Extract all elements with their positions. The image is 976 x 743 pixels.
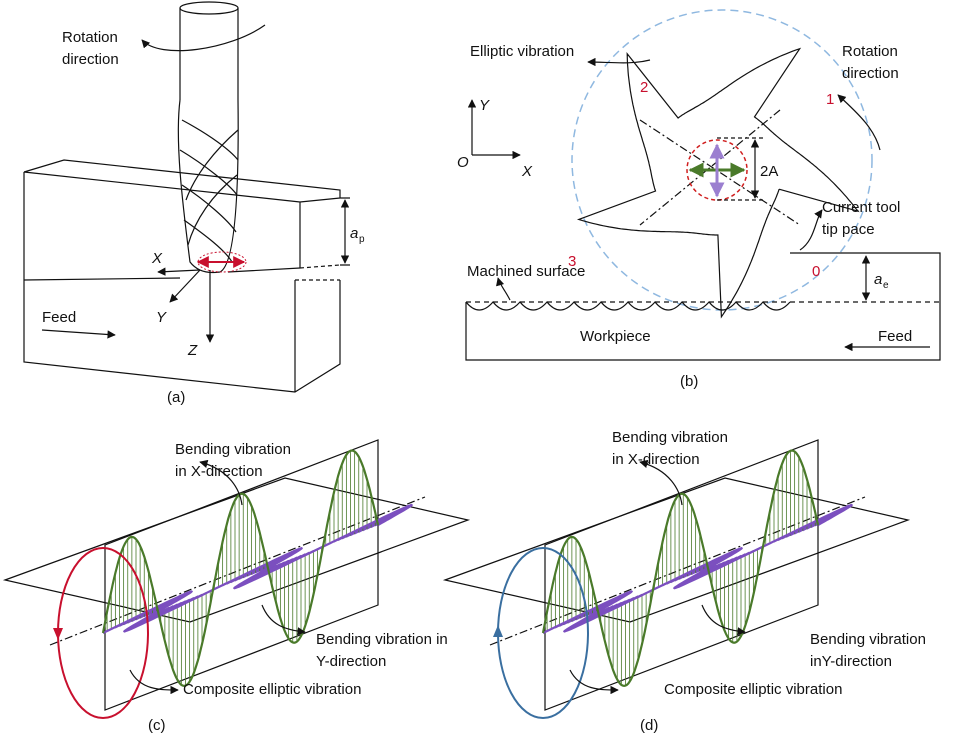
shape — [262, 605, 305, 632]
label: p — [359, 234, 365, 245]
label: Composite elliptic vibration — [664, 681, 842, 698]
label: in X-direction — [175, 463, 263, 480]
figure: Rotation direction a p X Y Z Feed (a) El… — [0, 0, 976, 743]
label: O — [457, 154, 469, 171]
label: (c) — [148, 717, 166, 734]
label: a — [350, 225, 358, 242]
label: Y — [479, 97, 490, 114]
label: Current tool — [822, 199, 900, 216]
label: (d) — [640, 717, 658, 734]
shape — [24, 268, 300, 280]
page: {"panel_a": {"label": "(a)", "rotation":… — [0, 0, 976, 743]
shape — [838, 95, 880, 150]
label: 0 — [812, 263, 820, 280]
label: Rotation — [842, 43, 898, 60]
panel-a: Rotation direction a p X Y Z Feed (a) — [24, 2, 365, 406]
label: Bending vibration — [612, 429, 728, 446]
shape — [158, 270, 200, 272]
panel-c: Bending vibration in X-direction Bending… — [5, 440, 468, 734]
label: Z — [187, 342, 198, 359]
shape — [170, 270, 200, 302]
label: Feed — [42, 309, 76, 326]
label: tip pace — [822, 221, 875, 238]
shape — [42, 330, 115, 335]
shape — [572, 10, 872, 310]
label: Workpiece — [580, 328, 651, 345]
label: inY-direction — [810, 653, 892, 670]
shape — [490, 497, 865, 645]
panel-d: Bending vibration in X-direction Bending… — [445, 429, 926, 734]
label: 2 — [640, 79, 648, 96]
label: Machined surface — [467, 263, 585, 280]
label: Y — [156, 309, 167, 326]
label: Elliptic vibration — [470, 43, 574, 60]
shape — [180, 2, 238, 14]
label: Y-direction — [316, 653, 386, 670]
shape — [53, 628, 63, 640]
shape — [180, 120, 238, 262]
shape — [295, 265, 340, 280]
label: 1 — [826, 91, 834, 108]
shape — [50, 497, 425, 645]
label: Feed — [878, 328, 912, 345]
label: 2A — [760, 163, 778, 180]
shape — [498, 278, 510, 300]
label: (b) — [680, 373, 698, 390]
panel-b: Elliptic vibration Rotation direction Y … — [457, 10, 940, 390]
label: direction — [62, 51, 119, 68]
shape — [800, 210, 822, 250]
shape — [142, 25, 265, 51]
shape — [493, 625, 503, 637]
label: X — [521, 163, 533, 180]
label: Bending vibration — [810, 631, 926, 648]
label: Bending vibration — [175, 441, 291, 458]
shape — [588, 60, 650, 63]
label: Composite elliptic vibration — [183, 681, 361, 698]
shape — [702, 605, 745, 632]
label: in X-direction — [612, 451, 700, 468]
label: (a) — [167, 389, 185, 406]
label: Bending vibration in — [316, 631, 448, 648]
label: X — [151, 250, 163, 267]
label: a — [874, 271, 882, 288]
label: direction — [842, 65, 899, 82]
label: e — [883, 280, 889, 291]
shape — [180, 8, 238, 100]
label: Rotation — [62, 29, 118, 46]
shape — [466, 302, 790, 310]
